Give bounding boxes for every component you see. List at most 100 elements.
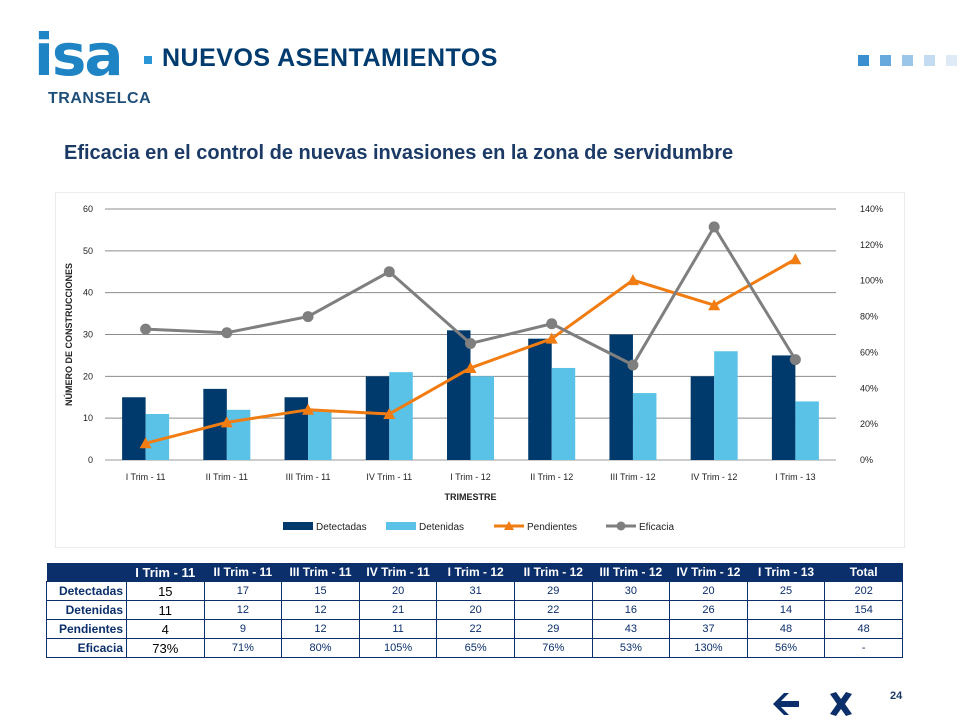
table-cell: - [824, 638, 903, 658]
table-cell: 37 [669, 619, 748, 639]
bar-detenidas [389, 372, 413, 460]
table-cell: 76% [513, 638, 593, 658]
y2-tick-label: 100% [860, 276, 883, 286]
table-cell: 21 [358, 600, 438, 620]
y-axis-title: NÚMERO DE CONSTRUCCIONES [63, 263, 74, 406]
table-cell: 17 [203, 581, 283, 601]
isa-transelca-logo: isa TRANSELCA [34, 26, 160, 116]
table-cell: 20 [436, 600, 515, 620]
table-header-cell: II Trim - 11 [204, 563, 282, 582]
marker-eficacia [302, 311, 314, 323]
logo-subtitle: TRANSELCA [48, 90, 152, 107]
legend-label: Detenidas [419, 522, 464, 533]
legend-label: Eficacia [639, 522, 674, 533]
table-header-cell: I Trim - 11 [126, 563, 205, 582]
marker-pendientes [139, 437, 152, 449]
table-cell: 53% [591, 638, 671, 658]
table-row: Eficacia 73% 71% 80% 105% 65% 76% 53% 130% 56% - [46, 638, 903, 658]
bar-detenidas [551, 367, 576, 460]
x-tick-label: I Trim - 11 [126, 472, 166, 482]
page-number: 24 [890, 690, 903, 702]
table-cell: 22 [436, 619, 515, 639]
table-cell: 80% [281, 638, 360, 658]
table-cell: 43 [591, 619, 671, 639]
arrow-left-icon [773, 693, 799, 715]
bar-detectadas [690, 376, 715, 460]
legend-swatch [386, 522, 416, 530]
legend-marker [504, 521, 514, 530]
y2-tick-label: 40% [860, 383, 878, 393]
bar-detenidas [145, 413, 170, 460]
bar-detectadas [609, 334, 633, 460]
bar-detenidas [714, 351, 738, 460]
marker-eficacia [383, 266, 395, 278]
decor-square [924, 55, 935, 66]
marker-eficacia [465, 337, 476, 349]
legend-marker [616, 521, 626, 531]
back-button[interactable] [770, 690, 802, 718]
marker-pendientes [220, 416, 233, 428]
table-cell: 130% [669, 638, 748, 658]
table-cell: 56% [746, 638, 826, 658]
y2-tick-label: 60% [860, 347, 878, 357]
close-x-icon [830, 692, 852, 716]
table-cell: 4 [126, 619, 205, 639]
table-cell: 25 [746, 581, 826, 601]
table-row: Detenidas 11 12 12 21 20 22 16 26 14 154 [46, 600, 903, 620]
bar-detenidas [226, 409, 251, 460]
marker-eficacia [546, 318, 558, 330]
decorative-squares [858, 55, 957, 66]
close-button[interactable] [826, 690, 856, 718]
table-cell: 154 [824, 600, 903, 620]
table-cell: 48 [824, 619, 903, 639]
table-cell: 16 [591, 600, 671, 620]
x-tick-label: IV Trim - 11 [366, 472, 412, 482]
bar-detectadas [284, 397, 309, 460]
marker-pendientes [626, 274, 639, 286]
table-header-cell: I Trim - 13 [747, 563, 825, 582]
y-tick-label: 60 [83, 204, 93, 214]
bar-detenidas [795, 401, 819, 460]
table-row-label: Detectadas [46, 581, 127, 601]
table-cell: 29 [513, 619, 593, 639]
x-tick-label: III Trim - 12 [610, 472, 656, 482]
marker-eficacia [789, 354, 801, 366]
y2-tick-label: 120% [860, 240, 883, 250]
table-cell: 26 [669, 600, 748, 620]
bar-detectadas [365, 376, 390, 460]
table-cell: 12 [281, 600, 360, 620]
y-tick-label: 20 [83, 371, 93, 381]
table-cell: 15 [126, 581, 205, 601]
y-tick-label: 40 [83, 288, 93, 298]
bar-detenidas [632, 393, 657, 460]
table-cell: 12 [281, 619, 360, 639]
table-cell: 12 [203, 600, 283, 620]
marker-pendientes [383, 407, 396, 419]
table-cell: 22 [513, 600, 593, 620]
decor-square [902, 55, 913, 66]
table-corner [46, 563, 127, 582]
table-header-cell: III Trim - 11 [281, 563, 360, 582]
table-cell: 30 [591, 581, 671, 601]
x-tick-label: IV Trim - 12 [691, 472, 738, 482]
table-row-label: Pendientes [46, 619, 127, 639]
logo-text: isa [34, 21, 124, 89]
table-cell: 9 [203, 619, 283, 639]
table-row: Pendientes 4 9 12 11 22 29 43 37 48 48 [46, 619, 903, 639]
table-cell: 73% [126, 638, 205, 658]
table-cell: 20 [669, 581, 748, 601]
marker-eficacia [140, 323, 152, 335]
data-table: I Trim - 11 II Trim - 11 III Trim - 11 IV T… [46, 563, 903, 658]
table-cell: 29 [513, 581, 593, 601]
legend-label: Pendientes [527, 522, 577, 533]
x-tick-label: II Trim - 12 [530, 472, 573, 482]
table-cell: 15 [281, 581, 360, 601]
table-cell: 48 [746, 619, 826, 639]
decor-square [858, 55, 869, 66]
table-cell: 11 [358, 619, 438, 639]
table-header-cell: IV Trim - 12 [669, 563, 748, 582]
marker-pendientes [302, 403, 315, 415]
marker-eficacia [221, 327, 233, 339]
table-cell: 202 [824, 581, 903, 601]
y2-tick-label: 0% [860, 455, 873, 465]
